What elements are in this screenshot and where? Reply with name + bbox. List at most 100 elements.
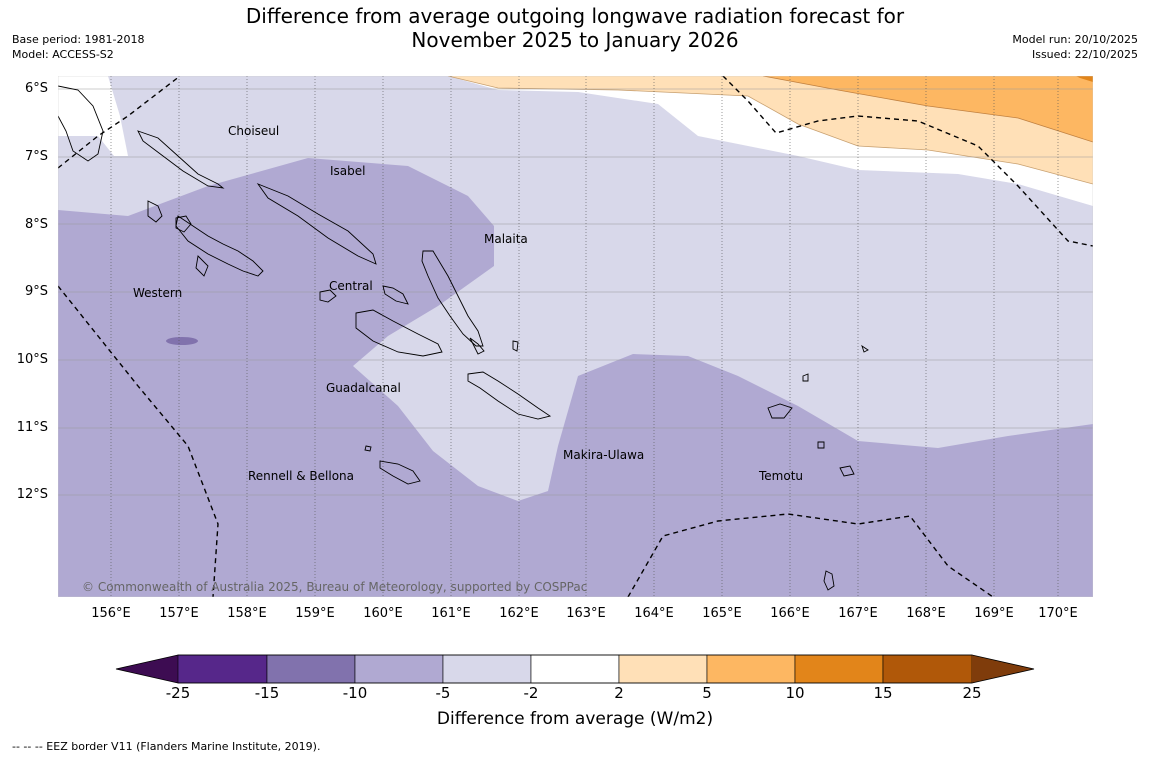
colorbar-tick: 15 bbox=[873, 684, 893, 702]
forecast-map bbox=[58, 76, 1093, 597]
region-label-guadalcanal: Guadalcanal bbox=[326, 381, 401, 395]
model-run: Model run: 20/10/2025 bbox=[1012, 33, 1138, 46]
island-outlines bbox=[58, 85, 869, 591]
colorbar-tick: 10 bbox=[785, 684, 805, 702]
island-duff bbox=[861, 344, 869, 353]
lat-label: 10°S bbox=[16, 352, 48, 367]
lon-label: 160°E bbox=[363, 606, 403, 621]
island-makira bbox=[467, 371, 552, 420]
eez-border-north-west bbox=[58, 76, 181, 169]
eez-borders bbox=[58, 76, 1093, 597]
island-isabel bbox=[256, 183, 377, 265]
lon-label: 157°E bbox=[159, 606, 199, 621]
eez-legend: -- -- -- EEZ border V11 (Flanders Marine… bbox=[12, 740, 321, 753]
eez-border-north-east bbox=[722, 76, 1093, 247]
island-bougainville bbox=[58, 85, 104, 162]
meta-right: Model run: 20/10/2025 Issued: 22/10/2025 bbox=[1012, 32, 1138, 62]
colorbar-segment bbox=[706, 654, 796, 684]
lat-label: 11°S bbox=[16, 420, 48, 435]
colorbar-segment bbox=[354, 654, 444, 684]
contour-white-wedge bbox=[58, 76, 128, 156]
lat-label: 12°S bbox=[16, 487, 48, 502]
colorbar-segment bbox=[794, 654, 884, 684]
colorbar bbox=[115, 654, 1035, 684]
colorbar-extend-max bbox=[972, 655, 1034, 683]
copyright-notice: © Commonwealth of Australia 2025, Bureau… bbox=[82, 580, 588, 594]
colorbar-segment bbox=[530, 654, 620, 684]
colorbar-extend-min bbox=[116, 655, 178, 683]
region-label-malaita: Malaita bbox=[484, 232, 528, 246]
lon-label: 164°E bbox=[634, 606, 674, 621]
lon-label: 168°E bbox=[906, 606, 946, 621]
colorbar-outline bbox=[115, 654, 1035, 684]
lon-label: 161°E bbox=[431, 606, 471, 621]
issued-date: Issued: 22/10/2025 bbox=[1031, 48, 1138, 61]
lon-label: 156°E bbox=[91, 606, 131, 621]
colorbar-tick: 25 bbox=[962, 684, 982, 702]
colorbar-segment bbox=[177, 654, 268, 684]
colorbar-tick: -5 bbox=[435, 684, 451, 702]
region-label-isabel: Isabel bbox=[330, 164, 366, 178]
island-russell bbox=[382, 285, 409, 305]
island-bellona bbox=[364, 445, 372, 452]
lon-label: 158°E bbox=[227, 606, 267, 621]
island-reef-islands bbox=[802, 373, 809, 382]
island-tikopia bbox=[823, 570, 835, 591]
region-label-makira-ulawa: Makira-Ulawa bbox=[563, 448, 645, 462]
eez-border-south-west bbox=[58, 285, 219, 597]
colorbar-tick: -15 bbox=[254, 684, 280, 702]
lon-label: 162°E bbox=[499, 606, 539, 621]
lat-label: 9°S bbox=[24, 284, 48, 299]
lon-label: 165°E bbox=[702, 606, 742, 621]
colorbar-tick: 2 bbox=[614, 684, 624, 702]
island-guadalcanal bbox=[355, 309, 443, 357]
island-kolombangara bbox=[175, 215, 192, 233]
title-line-2: November 2025 to January 2026 bbox=[411, 28, 739, 52]
region-label-western: Western bbox=[133, 286, 183, 300]
region-label-temotu: Temotu bbox=[759, 469, 804, 483]
island-vella-lavella bbox=[147, 200, 163, 223]
contour-spot bbox=[166, 337, 198, 345]
contour-line-5 bbox=[762, 76, 1093, 143]
colorbar-label: Difference from average (W/m2) bbox=[436, 709, 714, 729]
lat-label: 6°S bbox=[24, 81, 48, 96]
region-label-choiseul: Choiseul bbox=[228, 124, 280, 138]
graticule bbox=[58, 76, 1093, 597]
island-utupua bbox=[817, 441, 825, 449]
model-name: Model: ACCESS-S2 bbox=[12, 48, 114, 61]
region-label-rennell-bellona: Rennell & Bellona bbox=[248, 469, 355, 483]
eez-border-south bbox=[627, 513, 994, 597]
island-florida-islands bbox=[319, 289, 337, 303]
contour-minus5-to-minus10 bbox=[58, 158, 1093, 597]
island-santa-cruz bbox=[767, 403, 793, 419]
title-line-1: Difference from average outgoing longwav… bbox=[245, 4, 905, 28]
colorbar-segment bbox=[618, 654, 708, 684]
colorbar-segment bbox=[882, 654, 973, 684]
base-period: Base period: 1981-2018 bbox=[12, 33, 145, 46]
colorbar-tick: -25 bbox=[165, 684, 191, 702]
lon-label: 163°E bbox=[566, 606, 606, 621]
lon-label: 170°E bbox=[1038, 606, 1078, 621]
meta-left: Base period: 1981-2018 Model: ACCESS-S2 bbox=[12, 32, 144, 62]
contour-5-to-10 bbox=[763, 76, 1093, 142]
colorbar-segment bbox=[266, 654, 356, 684]
lon-label: 159°E bbox=[295, 606, 335, 621]
lon-label: 167°E bbox=[838, 606, 878, 621]
region-label-central: Central bbox=[329, 279, 373, 293]
contour-10-to-15 bbox=[1076, 76, 1093, 82]
island-rennell bbox=[379, 460, 421, 485]
colorbar-segment bbox=[442, 654, 532, 684]
island-rendova bbox=[195, 255, 209, 277]
lat-label: 7°S bbox=[24, 149, 48, 164]
lon-label: 166°E bbox=[770, 606, 810, 621]
island-vanikoro bbox=[839, 465, 855, 477]
island-choiseul bbox=[137, 130, 225, 189]
island-ulawa bbox=[512, 340, 519, 352]
island-new-georgia bbox=[175, 215, 264, 277]
lat-label: 8°S bbox=[24, 217, 48, 232]
island-small-malaita bbox=[469, 337, 485, 355]
lon-label: 169°E bbox=[974, 606, 1014, 621]
contour-line-2 bbox=[447, 76, 1093, 185]
colorbar-tick: -2 bbox=[523, 684, 539, 702]
colorbar-tick: 5 bbox=[702, 684, 712, 702]
